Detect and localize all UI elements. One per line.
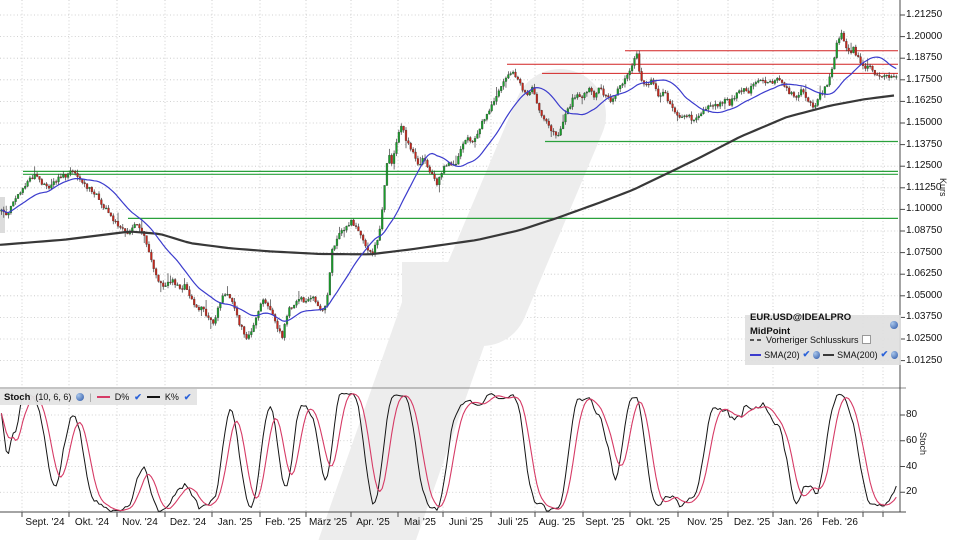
price-tick-label: 1.15000 — [906, 117, 943, 128]
support-resistance-lines[interactable] — [23, 50, 898, 219]
price-tick-label: 1.05000 — [906, 289, 943, 301]
prev-close-label: Vorheriger Schlusskurs — [766, 334, 859, 345]
month-tick-label: Sept. '25 — [585, 517, 625, 528]
instrument-label: EUR.USD@IDEALPRO MidPoint — [750, 311, 852, 337]
sma20-settings-icon[interactable] — [813, 350, 820, 359]
stoch-params: (10, 6, 6) — [35, 392, 72, 402]
price-tick-label: 1.03750 — [906, 311, 943, 323]
stoch-tick-label: 40 — [906, 460, 918, 472]
price-legend: EUR.USD@IDEALPRO MidPoint Vorheriger Sch… — [745, 312, 901, 365]
price-axis-title: Kurs — [938, 178, 948, 197]
month-tick-label: Jan. '26 — [777, 517, 813, 528]
price-tick-label: 1.06250 — [906, 268, 943, 280]
month-tick-label: Apr. '25 — [356, 517, 390, 528]
stoch-axis-title: Stoch — [918, 432, 928, 456]
stoch-tick-label: 20 — [906, 486, 918, 498]
sma200-swatch — [823, 353, 835, 356]
prev-close-swatch — [750, 338, 763, 341]
price-tick-label: 1.18750 — [906, 52, 943, 64]
axes — [0, 0, 906, 517]
stochastic-lines[interactable] — [0, 392, 897, 513]
settings-globe-icon[interactable] — [890, 320, 898, 329]
stoch-tick-label: 60 — [906, 434, 918, 446]
candlestick-series[interactable] — [0, 29, 898, 341]
price-tick-label: 1.16250 — [906, 95, 943, 107]
price-tick-label: 1.20000 — [906, 30, 943, 42]
sma200-label: SMA(200) — [837, 349, 878, 360]
month-tick-label: März '25 — [308, 517, 348, 528]
sma200-checkbox[interactable]: ✔ — [880, 349, 889, 359]
month-tick-label: Aug. '25 — [538, 517, 576, 528]
d-percent-swatch — [96, 396, 110, 398]
month-tick-label: Jan. '25 — [217, 517, 253, 528]
month-tick-label: Feb. '25 — [265, 517, 301, 528]
month-tick-label: Okt. '25 — [635, 517, 671, 528]
month-tick-label: Juni '25 — [448, 517, 484, 528]
month-tick-label: Nov. '24 — [122, 517, 158, 528]
price-tick-label: 1.17500 — [906, 73, 943, 85]
month-tick-label: Feb. '26 — [822, 517, 858, 528]
d-percent-label: D% — [114, 392, 130, 402]
stoch-legend: Stoch (10, 6, 6) | D% ✔ K% ✔ — [0, 389, 198, 405]
sma20-checkbox[interactable]: ✔ — [802, 349, 811, 359]
month-tick-label: Sept. '24 — [25, 517, 65, 528]
month-tick-label: Juli '25 — [497, 517, 529, 528]
price-tick-label: 1.13750 — [906, 138, 943, 150]
price-tick-label: 1.21250 — [906, 9, 943, 20]
sma200-settings-icon[interactable] — [891, 350, 898, 359]
sma20-label: SMA(20) — [764, 349, 800, 360]
price-tick-label: 1.12500 — [906, 160, 943, 172]
prev-close-checkbox[interactable] — [861, 335, 871, 344]
stoch-tick-label: 80 — [906, 409, 918, 420]
month-tick-label: Nov. '25 — [687, 517, 723, 528]
price-tick-label: 1.11250 — [906, 181, 942, 193]
price-tick-label: 1.08750 — [906, 225, 943, 236]
price-tick-label: 1.10000 — [906, 203, 943, 215]
month-tick-label: Dez. '24 — [169, 517, 207, 528]
legend-divider: | — [89, 392, 92, 402]
stoch-settings-icon[interactable] — [76, 393, 85, 401]
month-tick-label: Mai '25 — [404, 517, 436, 528]
price-tick-label: 1.02500 — [906, 333, 943, 344]
k-percent-label: K% — [164, 392, 179, 402]
month-tick-label: Okt. '24 — [74, 517, 110, 528]
stoch-name: Stoch — [4, 391, 31, 403]
d-percent-checkbox[interactable]: ✔ — [134, 391, 142, 402]
price-tick-label: 1.01250 — [906, 354, 943, 366]
moving-average-lines[interactable] — [0, 56, 897, 322]
k-percent-checkbox[interactable]: ✔ — [183, 391, 192, 402]
price-tick-label: 1.07500 — [906, 246, 943, 258]
month-tick-label: Dez. '25 — [733, 517, 771, 528]
k-percent-swatch — [146, 396, 160, 398]
sma20-swatch — [750, 353, 762, 356]
